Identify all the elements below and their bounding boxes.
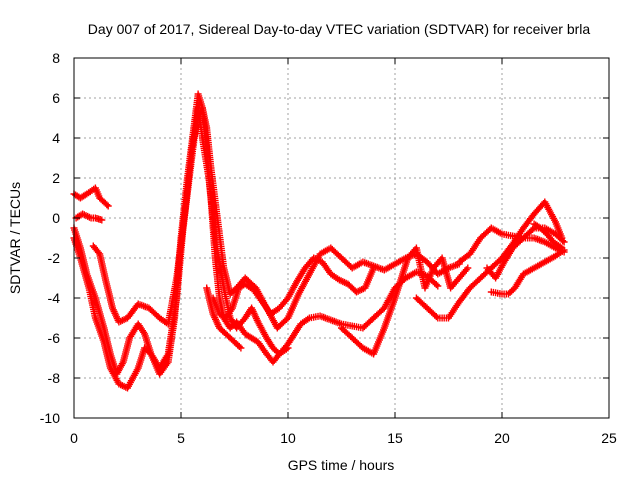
plus-markers [338, 244, 472, 358]
y-tick-label: 6 [52, 90, 60, 106]
series-track-8 [338, 244, 472, 358]
y-tick-label: -4 [48, 290, 61, 306]
series-track-11 [483, 234, 568, 282]
plot-frame [73, 57, 610, 419]
series-track-7 [203, 284, 245, 352]
y-tick-label: -2 [48, 250, 61, 266]
y-tick-label: -8 [48, 370, 61, 386]
tick-labels: 0 5 10 15 20 25 -10 -8 -6 -4 -2 0 2 4 6 8 [40, 50, 617, 446]
y-tick-label: -6 [48, 330, 61, 346]
y-axis-label: SDTVAR / TECUs [7, 182, 23, 294]
y-tick-label: 2 [52, 170, 60, 186]
data-marks [70, 90, 568, 392]
x-tick-label: 15 [387, 430, 403, 446]
x-tick-label: 5 [177, 430, 185, 446]
y-tick-label: 4 [52, 130, 60, 146]
axis-ticks [73, 57, 610, 419]
plus-markers [203, 284, 245, 352]
series-track-12 [530, 220, 566, 252]
y-tick-label: 8 [52, 50, 60, 66]
y-tick-label: 0 [52, 210, 60, 226]
plus-markers [530, 220, 566, 252]
x-tick-label: 20 [494, 430, 510, 446]
plus-markers [483, 234, 568, 282]
x-tick-label: 25 [601, 430, 617, 446]
plus-markers [487, 246, 568, 298]
x-tick-label: 0 [70, 430, 78, 446]
series-track-13 [487, 246, 568, 298]
x-tick-label: 10 [280, 430, 296, 446]
y-tick-label: -10 [40, 410, 60, 426]
plus-markers [209, 254, 378, 322]
grid [74, 58, 609, 418]
chart-title: Day 007 of 2017, Sidereal Day-to-day VTE… [88, 21, 591, 37]
series-track-6 [209, 254, 378, 322]
x-axis-label: GPS time / hours [288, 457, 395, 473]
